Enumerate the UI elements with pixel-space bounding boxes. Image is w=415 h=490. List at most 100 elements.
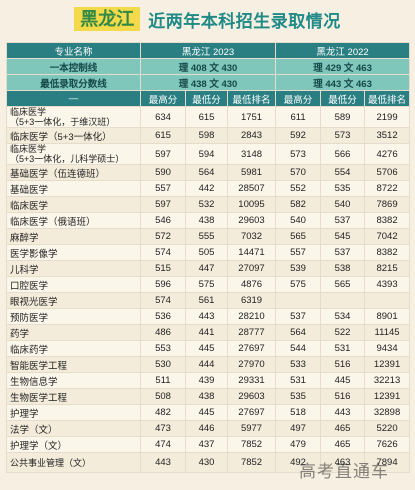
high-2022-cell: 540 xyxy=(275,212,322,229)
rank-2023-cell: 7032 xyxy=(226,228,277,245)
rank-2022-cell: 5220 xyxy=(364,420,411,437)
low-2022-cell: 522 xyxy=(320,324,366,341)
rank-2022-cell: 12391 xyxy=(364,356,411,373)
low-2023-cell: 446 xyxy=(185,420,228,437)
high-2022-cell: 564 xyxy=(275,324,322,341)
control-line-row: 一本控制线 理 408 文 430 理 429 文 463 xyxy=(6,58,411,75)
table-row: 生物医学工程 508 438 29603 535 516 12391 xyxy=(6,388,411,405)
table-row: 公共事业管理（文） 443 430 7852 492 463 7894 xyxy=(6,452,411,473)
rank-2022-cell: 9434 xyxy=(364,340,411,357)
high-2022-cell xyxy=(275,292,322,309)
min-line-a: 理 438 文 430 xyxy=(139,74,277,91)
high-2023-cell: 557 xyxy=(140,180,186,197)
high-2023-cell: 546 xyxy=(140,212,186,229)
major-name: 口腔医学 xyxy=(6,276,141,293)
high-2023-cell: 474 xyxy=(140,436,186,453)
major-name: 医学影像学 xyxy=(6,244,141,261)
low-2022-cell: 537 xyxy=(320,212,366,229)
major-name: 生物信息学 xyxy=(6,372,141,389)
rank-2023-cell: 1751 xyxy=(226,106,277,128)
rank-2023-cell: 27697 xyxy=(226,340,277,357)
low-2022-cell: 463 xyxy=(320,452,366,473)
page-title: 黑龙江 近两年本科招生录取情况 xyxy=(0,2,415,36)
rank-2022-cell: 3512 xyxy=(364,127,411,144)
table-row: 口腔医学 596 575 4876 575 565 4393 xyxy=(6,276,411,293)
high-2022-cell: 537 xyxy=(275,308,322,325)
table-row: 临床医学 （5+3一体化，于维汉班） 634 615 1751 611 589 2199 xyxy=(6,106,411,128)
rank-2023-cell: 28507 xyxy=(226,180,277,197)
rank-2023-cell: 4876 xyxy=(226,276,277,293)
table-row: 临床医学（5+3一体化） 615 598 2843 592 573 3512 xyxy=(6,127,411,144)
low-2023-cell: 438 xyxy=(185,212,228,229)
major-name: 眼视光医学 xyxy=(6,292,141,309)
low-2023-cell: 532 xyxy=(185,196,228,213)
table-row: 临床医学（俄语班） 546 438 29603 540 537 8382 xyxy=(6,212,411,229)
table-row: 护理学 482 445 27697 518 443 32898 xyxy=(6,404,411,421)
high-2023-cell: 574 xyxy=(140,292,186,309)
high-2023-cell: 473 xyxy=(140,420,186,437)
low-2023-cell: 447 xyxy=(185,260,228,277)
major-name: 公共事业管理（文） xyxy=(6,452,141,473)
high-2023-cell: 553 xyxy=(140,340,186,357)
control-line-label: 一本控制线 xyxy=(6,58,141,75)
rank-2023-cell: 29331 xyxy=(226,372,277,389)
rank-2023-cell: 27697 xyxy=(226,404,277,421)
rank-2023-cell: 5977 xyxy=(226,420,277,437)
rank-2022-cell: 8901 xyxy=(364,308,411,325)
rank2-header: 最低排名 xyxy=(364,90,411,107)
high-2022-cell: 570 xyxy=(275,164,322,181)
rank-2023-cell: 27097 xyxy=(226,260,277,277)
low-2022-cell: 516 xyxy=(320,356,366,373)
table-row: 预防医学 536 443 28210 537 534 8901 xyxy=(6,308,411,325)
low-2023-cell: 430 xyxy=(185,452,228,473)
rank-2023-cell: 7852 xyxy=(226,436,277,453)
major-name: 临床医学（俄语班） xyxy=(6,212,141,229)
low-2022-cell: 516 xyxy=(320,388,366,405)
rank-2023-cell: 2843 xyxy=(226,127,277,144)
low-header: 最低分 xyxy=(185,90,228,107)
low-2023-cell: 505 xyxy=(185,244,228,261)
high-2022-cell: 531 xyxy=(275,372,322,389)
low-2022-cell: 465 xyxy=(320,436,366,453)
high-header: 最高分 xyxy=(140,90,186,107)
rank-2023-cell: 10095 xyxy=(226,196,277,213)
table-row: 基础医学 557 442 28507 552 535 8722 xyxy=(6,180,411,197)
low-2022-cell: 540 xyxy=(320,196,366,213)
rank-2022-cell: 4276 xyxy=(364,143,411,165)
high-2022-cell: 592 xyxy=(275,127,322,144)
table-row: 临床药学 553 445 27697 544 531 9434 xyxy=(6,340,411,357)
table-row: 眼视光医学 574 561 6319 xyxy=(6,292,411,309)
low-2023-cell: 442 xyxy=(185,180,228,197)
low-2023-cell: 438 xyxy=(185,388,228,405)
high-2023-cell: 572 xyxy=(140,228,186,245)
table-row: 儿科学 515 447 27097 539 538 8215 xyxy=(6,260,411,277)
major-name: 法学（文） xyxy=(6,420,141,437)
major-name: 临床医学 （5+3一体化，儿科学硕士） xyxy=(6,143,141,165)
major-name: 基础医学 xyxy=(6,180,141,197)
rank-2022-cell: 8722 xyxy=(364,180,411,197)
table-row: 临床医学 （5+3一体化，儿科学硕士） 597 594 3148 573 566 4276 xyxy=(6,143,411,165)
high-2023-cell: 634 xyxy=(140,106,186,128)
high-2022-cell: 582 xyxy=(275,196,322,213)
rank-2023-cell: 29603 xyxy=(226,388,277,405)
major-name: 基础医学（伍连德班） xyxy=(6,164,141,181)
table-row: 护理学（文） 474 437 7852 479 465 7626 xyxy=(6,436,411,453)
rank-2023-cell: 7852 xyxy=(226,452,277,473)
watermark: 高考直通车 xyxy=(299,462,389,482)
high-2023-cell: 597 xyxy=(140,196,186,213)
low-2022-cell: 566 xyxy=(320,143,366,165)
min-line-b: 理 443 文 463 xyxy=(275,74,411,91)
low-2023-cell: 564 xyxy=(185,164,228,181)
low-2023-cell: 437 xyxy=(185,436,228,453)
low-2023-cell: 445 xyxy=(185,404,228,421)
low-2023-cell: 555 xyxy=(185,228,228,245)
high-2023-cell: 443 xyxy=(140,452,186,473)
high-2023-cell: 596 xyxy=(140,276,186,293)
low-2022-cell: 534 xyxy=(320,308,366,325)
year-a-header: 黑龙江 2023 xyxy=(139,42,277,59)
high-2022-cell: 557 xyxy=(275,244,322,261)
rank-2023-cell: 6319 xyxy=(226,292,277,309)
high-2023-cell: 574 xyxy=(140,244,186,261)
rank-2022-cell: 11145 xyxy=(364,324,411,341)
low-2023-cell: 445 xyxy=(185,340,228,357)
